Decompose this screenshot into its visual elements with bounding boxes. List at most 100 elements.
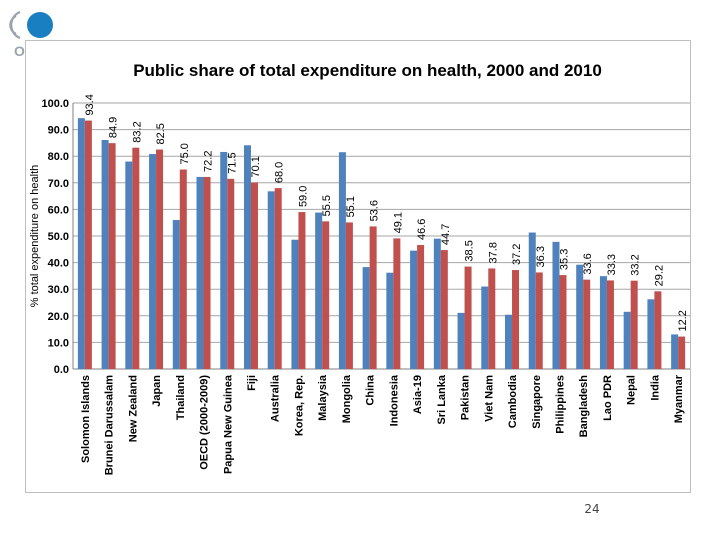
bar-2010 — [678, 336, 686, 369]
data-label-2010: 71.5 — [226, 152, 238, 173]
bar-2000 — [291, 239, 299, 369]
bar-2000 — [457, 312, 465, 369]
data-label-2010: 33.6 — [582, 253, 594, 274]
category-label: Pakistan — [460, 375, 472, 421]
bar-2000 — [315, 212, 323, 369]
bar-2000 — [576, 264, 584, 369]
category-label: India — [649, 374, 661, 401]
category-label: Myanmar — [673, 374, 685, 423]
category-label: New Zealand — [127, 375, 139, 442]
data-label-2010: 35.3 — [558, 249, 570, 270]
data-label-2010: 37.2 — [511, 244, 523, 265]
category-label: Japan — [151, 375, 163, 407]
bar-2000 — [338, 152, 346, 369]
data-label-2010: 68.0 — [274, 162, 286, 183]
y-tick-label: 100.0 — [41, 98, 69, 110]
bar-2000 — [528, 232, 536, 369]
bar-2000 — [552, 241, 560, 369]
bar-2010 — [298, 212, 306, 369]
y-tick-label: 90.0 — [48, 125, 69, 137]
bar-2010 — [322, 221, 330, 369]
bar-2000 — [623, 311, 631, 369]
bar-2010 — [369, 226, 377, 369]
data-label-2010: 70.1 — [250, 156, 262, 177]
bar-2010 — [488, 268, 496, 369]
data-label-2010: 38.5 — [464, 240, 476, 261]
bar-2010 — [108, 143, 116, 369]
bar-2010 — [156, 149, 164, 369]
bar-2010 — [606, 280, 614, 369]
data-label-2010: 46.6 — [416, 219, 428, 240]
y-tick-label: 0.0 — [54, 364, 69, 376]
category-label: Mongolia — [341, 374, 353, 423]
bar-2010 — [654, 291, 662, 369]
data-label-2010: 72.2 — [203, 151, 215, 172]
bar-2000 — [362, 267, 370, 369]
category-label: Papua New Guinea — [222, 374, 234, 474]
category-label: Korea, Rep. — [293, 375, 305, 436]
data-label-2010: 36.3 — [535, 246, 547, 267]
category-label: Singapore — [531, 375, 543, 429]
data-label-2010: 33.3 — [606, 254, 618, 275]
bar-2000 — [433, 238, 441, 369]
bar-2010 — [179, 169, 187, 369]
category-label: Malaysia — [317, 374, 329, 421]
category-label: Nepal — [626, 375, 638, 405]
data-label-2010: 49.1 — [392, 212, 404, 233]
bar-2000 — [267, 191, 275, 369]
bar-2000 — [410, 250, 418, 369]
y-tick-label: 30.0 — [48, 284, 69, 296]
bar-2010 — [559, 275, 567, 369]
y-tick-label: 60.0 — [48, 204, 69, 216]
category-label: China — [365, 374, 377, 405]
bar-2010 — [203, 176, 211, 369]
bar-2010 — [464, 266, 472, 369]
bar-2000 — [647, 299, 655, 369]
bar-2000 — [149, 154, 157, 369]
data-label-2010: 29.2 — [653, 265, 665, 286]
bar-2000 — [77, 118, 85, 369]
data-label-2010: 82.5 — [155, 123, 167, 144]
data-label-2010: 33.2 — [630, 254, 642, 275]
bar-2010 — [132, 147, 140, 369]
bar-2010 — [440, 250, 448, 369]
category-label: Indonesia — [388, 374, 400, 426]
bar-2000 — [125, 161, 133, 369]
data-label-2010: 37.8 — [487, 242, 499, 263]
y-tick-label: 50.0 — [48, 231, 69, 243]
bar-2000 — [243, 145, 251, 369]
bar-2010 — [393, 238, 401, 369]
category-label: Brunei Darussalam — [104, 375, 116, 475]
bar-2010 — [630, 280, 638, 369]
bar-2000 — [671, 334, 679, 369]
category-label: Lao PDR — [602, 375, 614, 421]
bar-2000 — [505, 314, 513, 369]
bar-2010 — [417, 245, 425, 369]
bar-2010 — [274, 188, 282, 369]
category-label: Australia — [270, 374, 282, 422]
data-label-2010: 59.0 — [297, 186, 309, 207]
data-label-2010: 55.1 — [345, 196, 357, 217]
category-label: Cambodia — [507, 374, 519, 428]
bar-2010 — [84, 120, 92, 369]
bar-2010 — [250, 182, 258, 369]
bar-2000 — [101, 139, 109, 369]
category-label: Viet Nam — [483, 375, 495, 422]
category-label: Bangladesh — [578, 375, 590, 438]
bar-2000 — [386, 272, 394, 369]
y-tick-label: 70.0 — [48, 178, 69, 190]
y-tick-label: 20.0 — [48, 311, 69, 323]
y-tick-label: 80.0 — [48, 151, 69, 163]
y-tick-label: 10.0 — [48, 337, 69, 349]
category-label: Thailand — [175, 375, 187, 420]
data-label-2010: 84.9 — [108, 117, 120, 138]
category-label: Fiji — [246, 375, 258, 391]
bar-2000 — [172, 220, 180, 369]
bar-2010 — [345, 222, 353, 369]
data-label-2010: 83.2 — [131, 121, 143, 142]
bar-2000 — [196, 176, 204, 369]
bar-2000 — [599, 276, 607, 369]
page-number: 24 — [584, 502, 600, 516]
